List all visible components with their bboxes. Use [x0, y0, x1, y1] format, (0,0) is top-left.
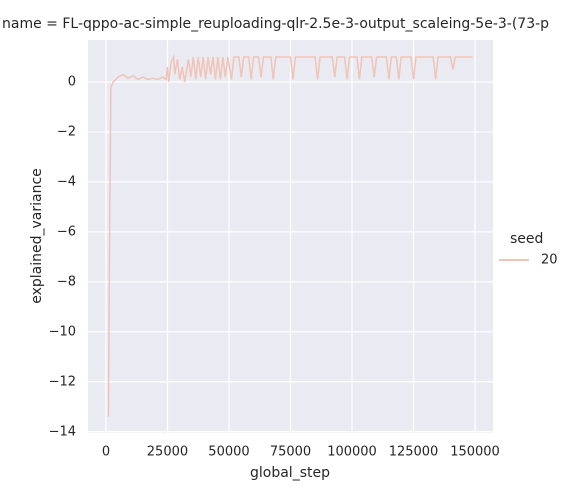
y-tick-label: −4: [57, 174, 76, 189]
y-tick-label: −2: [57, 124, 76, 139]
legend-label: 20: [541, 253, 558, 268]
y-tick-label: −14: [49, 424, 76, 439]
y-tick-label: −6: [57, 224, 76, 239]
y-axis-label: explained_variance: [29, 168, 45, 304]
y-tick-label: −10: [49, 324, 76, 339]
x-tick-label: 100000: [327, 445, 377, 460]
y-tick-label: 0: [68, 74, 76, 89]
legend-title: seed: [510, 231, 543, 247]
x-tick-label: 125000: [389, 445, 439, 460]
y-tick-label: −12: [49, 374, 76, 389]
x-tick-label: 0: [102, 445, 110, 460]
x-tick-label: 150000: [450, 445, 500, 460]
x-tick-label: 75000: [270, 445, 311, 460]
x-tick-label: 50000: [208, 445, 249, 460]
y-tick-label: −8: [57, 274, 76, 289]
chart-title: name = FL-qppo-ac-simple_reuploading-qlr…: [2, 16, 549, 32]
x-axis-label: global_step: [250, 465, 330, 481]
x-tick-label: 25000: [147, 445, 188, 460]
data-line: [107, 54, 473, 417]
